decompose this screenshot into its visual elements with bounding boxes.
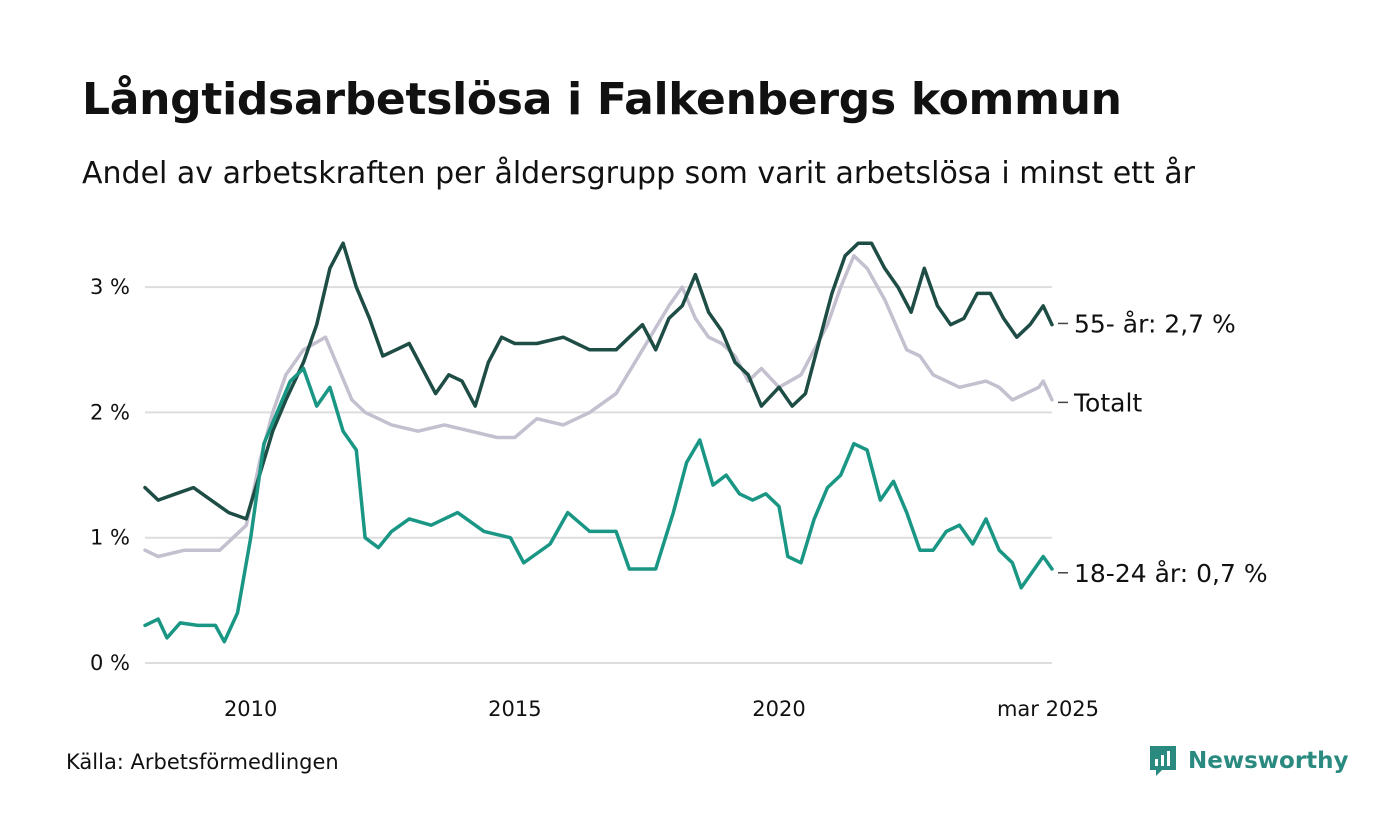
series-end-label-s55: 55- år: 2,7 % (1074, 309, 1236, 338)
series-end-labels: Totalt 55- år: 2,7 % 18-24 år: 0,7 % (1058, 309, 1268, 588)
series-end-label-s1824: 18-24 år: 0,7 % (1074, 559, 1268, 588)
grid-lines (145, 286, 1052, 664)
x-tick-label: 2020 (752, 697, 805, 721)
brand-name: Newsworthy (1188, 748, 1349, 774)
newsworthy-icon (1150, 746, 1176, 776)
series-lines (143, 241, 1054, 644)
chart-title: Långtidsarbetslösa i Falkenbergs kommun (82, 74, 1122, 125)
series-line-total (143, 254, 1054, 559)
chart-subtitle: Andel av arbetskraften per åldersgrupp s… (82, 156, 1195, 191)
x-tick-label: mar 2025 (997, 697, 1099, 721)
series-line-s55 (143, 241, 1054, 521)
y-tick-label: 2 % (90, 400, 130, 424)
y-tick-label: 1 % (90, 526, 130, 550)
brand-logo: Newsworthy (1148, 744, 1349, 778)
x-axis-tick-labels: 2010 2015 2020 mar 2025 (224, 697, 1099, 721)
y-tick-label: 3 % (90, 275, 130, 299)
y-tick-label: 0 % (90, 651, 130, 675)
y-axis-tick-labels: 0 % 1 % 2 % 3 % (90, 275, 130, 675)
series-end-label-total: Totalt (1073, 388, 1142, 417)
x-tick-label: 2010 (224, 697, 277, 721)
source-note: Källa: Arbetsförmedlingen (66, 750, 339, 774)
series-line-s1824 (143, 366, 1054, 644)
x-tick-label: 2015 (488, 697, 541, 721)
